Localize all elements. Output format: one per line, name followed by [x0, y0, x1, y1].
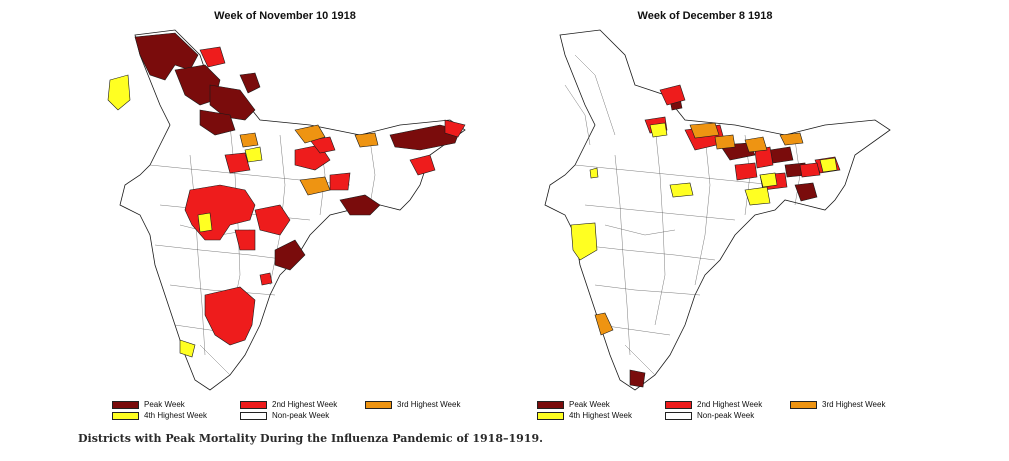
legend-label: Non-peak Week [697, 411, 755, 420]
map-title-december: Week of December 8 1918 [637, 10, 773, 22]
districts-peak-november [134, 32, 461, 271]
legend-label: Peak Week [144, 400, 185, 409]
legend-label: 3rd Highest Week [397, 400, 461, 409]
legend-swatch-second [665, 400, 692, 409]
legend-item-peak: Peak Week [112, 399, 185, 410]
map-title-november: Week of November 10 1918 [214, 10, 356, 22]
legend-november: Peak Week 2nd Highest Week 3rd Highest W… [110, 399, 530, 423]
districts-fourth-december [570, 122, 838, 261]
legend-label: 2nd Highest Week [272, 400, 338, 409]
districts-fourth-november [107, 74, 263, 358]
legend-item-fourth: 4th Highest Week [537, 410, 632, 421]
map-outline-november [119, 29, 466, 391]
legend-label: 2nd Highest Week [697, 400, 763, 409]
figure-caption: Districts with Peak Mortality During the… [78, 432, 543, 445]
legend-swatch-second [240, 400, 267, 409]
legend-december: Peak Week 2nd Highest Week 3rd Highest W… [535, 399, 955, 423]
legend-label: Peak Week [569, 400, 610, 409]
map-panel-december: Week of December 8 1918 [505, 0, 925, 425]
legend-swatch-nonpeak [665, 411, 692, 420]
legend-label: 3rd Highest Week [822, 400, 886, 409]
legend-swatch-third [790, 400, 817, 409]
india-district-map-december [544, 29, 891, 391]
india-district-map-november [107, 29, 466, 391]
legend-item-third: 3rd Highest Week [365, 399, 460, 410]
legend-item-nonpeak: Non-peak Week [240, 410, 329, 421]
legend-label: 4th Highest Week [569, 411, 632, 420]
legend-item-second: 2nd Highest Week [665, 399, 762, 410]
districts-third-december [594, 122, 804, 336]
map-outline-december [544, 29, 891, 391]
legend-item-nonpeak: Non-peak Week [665, 410, 754, 421]
legend-item-fourth: 4th Highest Week [112, 410, 207, 421]
legend-swatch-nonpeak [240, 411, 267, 420]
legend-item-second: 2nd Highest Week [240, 399, 337, 410]
legend-swatch-peak [537, 400, 564, 409]
legend-swatch-fourth [537, 411, 564, 420]
legend-label: 4th Highest Week [144, 411, 207, 420]
legend-item-third: 3rd Highest Week [790, 399, 885, 410]
legend-swatch-peak [112, 400, 139, 409]
legend-item-peak: Peak Week [537, 399, 610, 410]
legend-label: Non-peak Week [272, 411, 330, 420]
district-borders-december [564, 54, 801, 376]
districts-third-november [239, 124, 379, 196]
legend-swatch-third [365, 400, 392, 409]
legend-swatch-fourth [112, 411, 139, 420]
map-panel-november: Week of November 10 1918 [80, 0, 500, 425]
